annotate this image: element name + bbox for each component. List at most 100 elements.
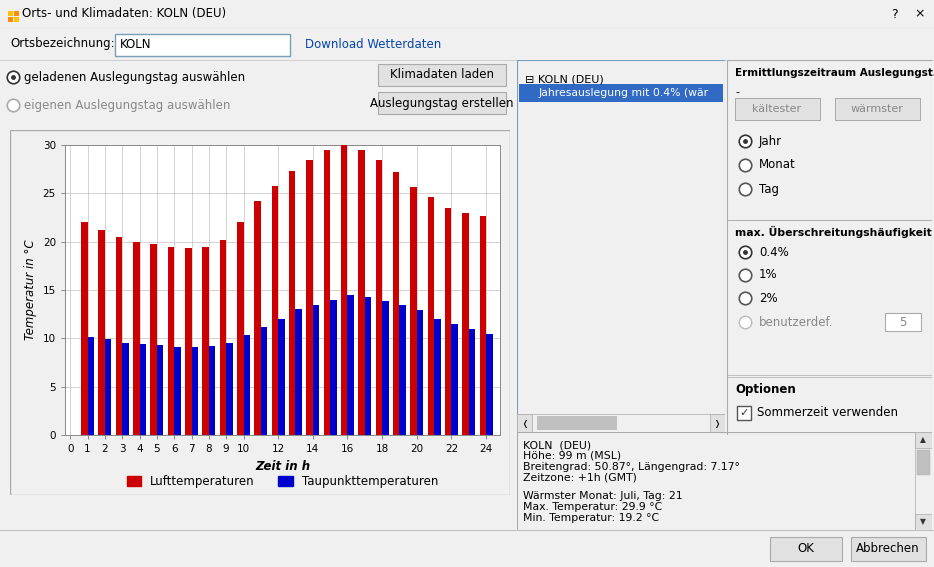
Text: benutzerdef.: benutzerdef. <box>759 315 833 328</box>
Text: Orts- und Klimadaten: KOLN (DEU): Orts- und Klimadaten: KOLN (DEU) <box>22 7 226 20</box>
Bar <box>393 172 400 435</box>
Bar <box>851 537 926 561</box>
Bar <box>157 345 163 435</box>
Text: ❭: ❭ <box>714 418 720 428</box>
Text: 2%: 2% <box>759 291 778 304</box>
Text: KOLN  (DEU): KOLN (DEU) <box>523 440 591 450</box>
Bar <box>289 171 295 435</box>
Text: Sommerzeit verwenden: Sommerzeit verwenden <box>757 407 898 420</box>
Bar <box>191 347 198 435</box>
Bar <box>835 98 920 120</box>
Bar <box>306 159 313 435</box>
Text: Breitengrad: 50.87°, Längengrad: 7.17°: Breitengrad: 50.87°, Längengrad: 7.17° <box>523 462 740 472</box>
Text: Optionen: Optionen <box>735 383 796 396</box>
Bar <box>486 333 493 435</box>
Legend: Lufttemperaturen, Taupunkttemperaturen: Lufttemperaturen, Taupunkttemperaturen <box>121 471 443 493</box>
Bar <box>710 414 725 432</box>
Text: OK: OK <box>798 543 814 556</box>
Text: eigenen Auslegungstag auswählen: eigenen Auslegungstag auswählen <box>24 99 231 112</box>
Text: 1%: 1% <box>759 269 778 281</box>
Text: kältester: kältester <box>753 104 801 114</box>
Bar <box>410 187 417 435</box>
Bar <box>915 432 932 530</box>
Bar <box>375 159 382 435</box>
Text: Tag: Tag <box>759 183 779 196</box>
Bar <box>400 304 406 435</box>
Bar <box>915 432 932 448</box>
Bar <box>185 248 191 435</box>
Text: -: - <box>735 87 739 97</box>
Bar <box>272 185 278 435</box>
Text: Ortsbezeichnung:: Ortsbezeichnung: <box>10 37 115 50</box>
Bar <box>365 297 372 435</box>
Bar <box>295 310 302 435</box>
Bar <box>417 310 423 435</box>
Bar <box>122 343 129 435</box>
Text: ✓: ✓ <box>740 408 749 418</box>
Text: Ermittlungszeitraum Auslegungst…: Ermittlungszeitraum Auslegungst… <box>735 68 934 78</box>
Bar <box>347 295 354 435</box>
Bar <box>203 247 209 435</box>
Bar <box>737 406 751 420</box>
Text: Zeitzone: +1h (GMT): Zeitzone: +1h (GMT) <box>523 473 637 483</box>
Bar <box>727 220 932 375</box>
Bar <box>517 414 532 432</box>
Text: Klimadaten laden: Klimadaten laden <box>390 69 494 82</box>
Bar <box>469 329 475 435</box>
Y-axis label: Temperatur in °C: Temperatur in °C <box>24 240 37 340</box>
Bar <box>313 304 319 435</box>
Text: 0.4%: 0.4% <box>759 246 788 259</box>
Bar <box>451 324 458 435</box>
Bar <box>382 301 389 435</box>
Text: Jahresauslegung mit 0.4% (wär: Jahresauslegung mit 0.4% (wär <box>539 88 709 98</box>
Bar <box>133 242 139 435</box>
Text: ❬: ❬ <box>521 418 528 428</box>
Bar <box>519 84 723 102</box>
Text: max. Überschreitungshäufigkeit: max. Überschreitungshäufigkeit <box>735 226 932 238</box>
Bar <box>727 60 932 220</box>
Bar <box>378 64 506 86</box>
Bar <box>278 319 285 435</box>
Bar <box>8 11 13 16</box>
Bar <box>81 222 88 435</box>
Bar <box>98 230 105 435</box>
Bar <box>359 150 365 435</box>
Text: ×: × <box>914 7 926 20</box>
Bar <box>341 145 347 435</box>
Text: Wärmster Monat: Juli, Tag: 21: Wärmster Monat: Juli, Tag: 21 <box>523 491 683 501</box>
Bar <box>770 537 842 561</box>
Bar <box>139 344 146 435</box>
X-axis label: Zeit in h: Zeit in h <box>255 460 310 472</box>
Bar <box>885 313 921 331</box>
Text: Jahr: Jahr <box>759 134 782 147</box>
Text: ⊟ KOLN (DEU): ⊟ KOLN (DEU) <box>525 75 603 85</box>
Text: Abbrechen: Abbrechen <box>856 543 920 556</box>
Bar <box>261 327 267 435</box>
Bar <box>8 17 13 22</box>
Text: ?: ? <box>891 7 898 20</box>
Bar <box>462 213 469 435</box>
Bar <box>517 414 725 432</box>
Bar <box>244 336 250 435</box>
Text: wärmster: wärmster <box>851 104 903 114</box>
Text: KOLN: KOLN <box>120 37 151 50</box>
Bar <box>174 347 181 435</box>
Bar <box>735 98 820 120</box>
Bar <box>428 197 434 435</box>
Text: Max. Temperatur: 29.9 °C: Max. Temperatur: 29.9 °C <box>523 502 662 512</box>
Bar <box>378 92 506 114</box>
Bar <box>167 247 174 435</box>
Bar <box>88 337 94 435</box>
Text: Monat: Monat <box>759 159 796 171</box>
Text: Höhe: 99 m (MSL): Höhe: 99 m (MSL) <box>523 451 621 461</box>
Text: 5: 5 <box>899 315 907 328</box>
Bar <box>150 244 157 435</box>
Bar <box>917 450 930 475</box>
Text: Auslegungstag erstellen: Auslegungstag erstellen <box>370 96 514 109</box>
Bar <box>105 339 111 435</box>
Bar <box>434 319 441 435</box>
Text: Min. Temperatur: 19.2 °C: Min. Temperatur: 19.2 °C <box>523 513 659 523</box>
Text: Download Wetterdaten: Download Wetterdaten <box>305 37 441 50</box>
Text: ▼: ▼ <box>920 518 926 527</box>
Bar <box>445 208 451 435</box>
